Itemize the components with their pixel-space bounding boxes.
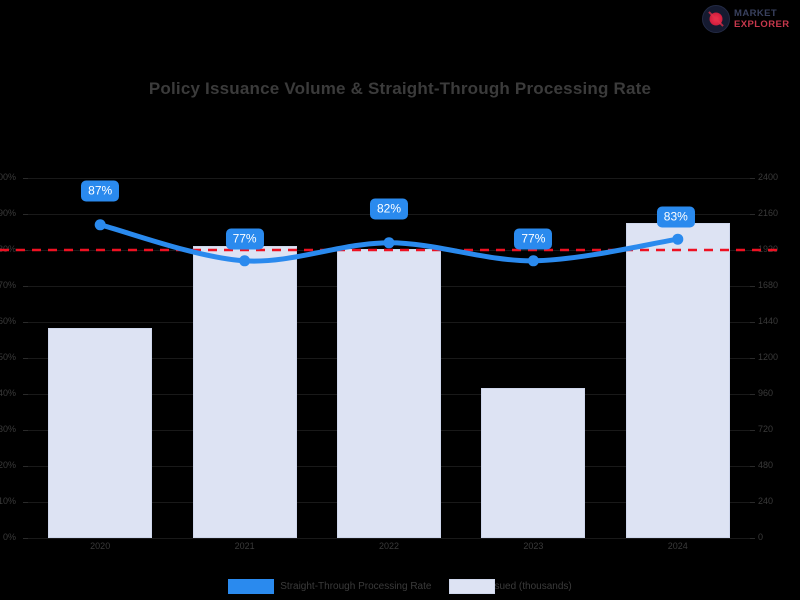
left-tick-mark [23,466,28,467]
legend-item[interactable]: Policies Issued (thousands) [449,579,572,594]
right-axis-tick-label: 960 [758,388,774,398]
left-axis-tick-label: 50% [0,352,16,362]
right-tick-mark [750,538,755,539]
logo-wordmark: MARKET EXPLORER [734,7,790,30]
gridline [28,178,750,179]
x-axis-label: 2024 [667,541,688,551]
left-tick-mark [23,178,28,179]
left-axis-tick-label: 40% [0,388,16,398]
legend-label: Straight-Through Processing Rate [280,581,432,592]
right-tick-mark [750,286,755,287]
right-tick-mark [750,466,755,467]
right-axis-tick-label: 1920 [758,244,779,254]
left-axis-tick-label: 80% [0,244,16,254]
logo-circle-icon [702,5,730,33]
left-tick-mark [23,538,28,539]
right-axis-tick-label: 1200 [758,352,779,362]
right-tick-mark [750,358,755,359]
data-label-badge: 77% [514,228,553,250]
brand-logo: MARKET EXPLORER [702,4,794,34]
logo-line-1: MARKET [734,7,778,19]
right-tick-mark [750,394,755,395]
left-axis-tick-label: 90% [0,208,16,218]
left-tick-mark [23,250,28,251]
bar [48,328,153,538]
right-axis-tick-label: 1680 [758,280,779,290]
data-label-badge: 87% [81,180,120,202]
chart-legend: Straight-Through Processing Rate Policies… [0,579,800,594]
left-tick-mark [23,502,28,503]
right-axis-tick-label: 2160 [758,208,779,218]
right-tick-mark [750,322,755,323]
legend-label: Policies Issued (thousands) [449,581,572,592]
line-data-point [94,219,106,231]
bar [481,388,586,538]
line-data-point [527,255,539,267]
line-data-point [383,237,395,249]
legend-item[interactable]: Straight-Through Processing Rate [228,579,431,594]
left-axis-tick-label: 20% [0,460,16,470]
left-tick-mark [23,286,28,287]
left-tick-mark [23,430,28,431]
left-tick-mark [23,358,28,359]
legend-swatch [449,579,496,594]
left-tick-mark [23,214,28,215]
chart-title: Policy Issuance Volume & Straight-Throug… [148,79,652,98]
x-axis-label: 2021 [234,541,255,551]
left-tick-mark [23,322,28,323]
plot-area: 100%90%80%70%60%50%40%30%20%10%0% 240021… [0,173,778,551]
right-axis-tick-label: 480 [758,460,774,470]
right-tick-mark [750,250,755,251]
x-axis-label: 2020 [90,541,111,551]
left-axis-tick-label: 70% [0,280,16,290]
left-tick-mark [23,394,28,395]
right-axis-tick-label: 720 [758,424,774,434]
x-axis-label: 2022 [378,541,399,551]
left-axis-tick-label: 30% [0,424,16,434]
logo-line-2: EXPLORER [734,19,790,30]
left-axis-tick-label: 10% [0,496,16,506]
legend-swatch [228,579,275,594]
right-tick-mark [750,214,755,215]
data-label-badge: 82% [369,198,409,220]
bar [625,223,730,538]
bar [337,248,441,538]
right-axis-tick-label: 1440 [758,316,779,326]
right-tick-mark [750,430,755,431]
data-label-badge: 83% [656,206,695,228]
left-axis-tick-label: 0% [2,532,16,542]
data-label-badge: 77% [225,228,264,250]
right-axis-tick-label: 0 [758,532,764,542]
bar [192,245,297,538]
x-axis-label: 2023 [523,541,544,551]
right-axis-tick-label: 240 [758,496,774,506]
right-axis-tick-label: 2400 [758,172,779,182]
right-tick-mark [750,178,755,179]
left-axis-tick-label: 100% [0,172,16,182]
right-tick-mark [750,502,755,503]
left-axis-tick-label: 60% [0,316,16,326]
gridline [28,538,750,539]
